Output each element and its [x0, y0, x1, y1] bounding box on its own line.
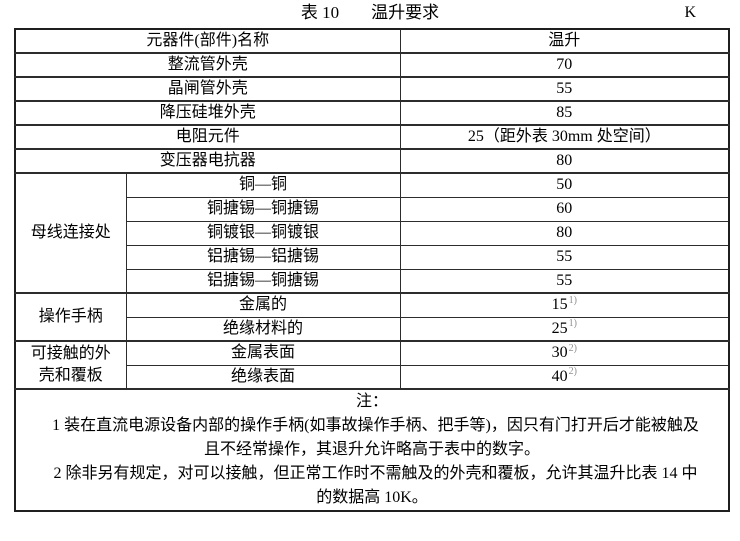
component-name-cell: 铜搪锡—铜搪锡	[125, 196, 401, 222]
temp-value-cell: 60	[399, 196, 730, 222]
table-caption-center: 表 10 温升要求	[0, 2, 740, 24]
component-name-cell: 金属的	[125, 292, 401, 318]
temp-value-cell: 80	[399, 148, 730, 174]
component-name-cell: 金属表面	[125, 340, 401, 366]
table-header-row: 元器件(部件)名称 温升	[14, 28, 730, 54]
component-name-cell: 变压器电抗器	[14, 148, 401, 174]
footnote-marker: 1)	[568, 318, 577, 330]
notes-row: 注： 1 装在直流电源设备内部的操作手柄(如事故操作手柄、把手等)，因只有门打开…	[14, 388, 730, 512]
temp-value-cell: 302)	[399, 340, 730, 366]
temp-value: 30	[551, 344, 568, 362]
component-name-cell: 绝缘材料的	[125, 316, 401, 342]
table-row: 绝缘材料的 251)	[15, 316, 730, 342]
footnote-marker: 2)	[568, 342, 577, 354]
temp-value-cell: 55	[399, 244, 730, 270]
component-name-cell: 晶闸管外壳	[14, 76, 401, 102]
table-row: 铜搪锡—铜搪锡 60	[15, 196, 730, 222]
table-row: 变压器电抗器 80	[14, 148, 730, 174]
temp-value-cell: 85	[399, 100, 730, 126]
notes-cell: 注： 1 装在直流电源设备内部的操作手柄(如事故操作手柄、把手等)，因只有门打开…	[14, 388, 730, 512]
header-component-name: 元器件(部件)名称	[14, 28, 401, 54]
table-row: 电阻元件 25（距外表 30mm 处空间）	[14, 124, 730, 150]
table-row: 操作手柄 金属的 151)	[14, 292, 730, 342]
temp-value-cell: 151)	[399, 292, 730, 318]
temp-value: 15	[551, 296, 568, 314]
table-row: 降压硅堆外壳 85	[14, 100, 730, 126]
temp-value: 40	[551, 367, 568, 385]
notes-heading: 注：	[356, 393, 389, 410]
table-row: 可接触的外 壳和覆板 金属表面 302)	[14, 340, 730, 390]
temp-value-cell: 402)	[399, 364, 730, 390]
footnote-marker: 2)	[568, 366, 577, 378]
component-name-cell: 铜镀银—铜镀银	[125, 220, 401, 246]
table-caption: 表 10 温升要求 K	[0, 2, 740, 26]
temp-value-cell: 50	[399, 172, 730, 198]
header-temp: 温升	[399, 28, 730, 54]
component-name-cell: 铝搪锡—铝搪锡	[125, 244, 401, 270]
component-name-cell: 整流管外壳	[14, 52, 401, 78]
table-number: 表 10	[300, 3, 340, 22]
temp-value-cell: 80	[399, 220, 730, 246]
temp-value-cell: 25（距外表 30mm 处空间）	[399, 124, 730, 150]
footnote-marker: 1)	[568, 294, 577, 306]
component-name-cell: 绝缘表面	[125, 364, 401, 390]
note-item-2: 2 除非另有规定，对可以接触，但正常工作时不需触及的外壳和覆板，允许其温升比表 …	[53, 465, 698, 506]
table-row: 母线连接处 铜—铜 50	[14, 172, 730, 294]
group-label-operating-handle: 操作手柄	[14, 292, 127, 342]
group-label-touchable-enclosure: 可接触的外 壳和覆板	[14, 340, 127, 390]
table-title: 温升要求	[371, 3, 440, 22]
table-row: 铝搪锡—铜搪锡 55	[15, 268, 730, 294]
table-row: 铜镀银—铜镀银 80	[15, 220, 730, 246]
component-name-cell: 降压硅堆外壳	[14, 100, 401, 126]
table-row: 晶闸管外壳 55	[14, 76, 730, 102]
note-item-1: 1 装在直流电源设备内部的操作手柄(如事故操作手柄、把手等)，因只有门打开后才能…	[52, 417, 699, 458]
temp-value: 25	[551, 319, 568, 337]
component-name-cell: 铜—铜	[125, 172, 401, 198]
temp-value-cell: 70	[399, 52, 730, 78]
temp-value-cell: 251)	[399, 316, 730, 342]
temperature-rise-table: 元器件(部件)名称 温升 整流管外壳 70 晶闸管外壳 55 降压硅堆外壳 85…	[14, 28, 731, 512]
unit-label: K	[684, 4, 696, 21]
temp-value-cell: 55	[399, 268, 730, 294]
group-label-busbar-joints: 母线连接处	[14, 172, 127, 294]
component-name-cell: 铝搪锡—铜搪锡	[125, 268, 401, 294]
component-name-cell: 电阻元件	[14, 124, 401, 150]
table-row: 整流管外壳 70	[14, 52, 730, 78]
temp-value-cell: 55	[399, 76, 730, 102]
table-row: 铝搪锡—铝搪锡 55	[15, 244, 730, 270]
